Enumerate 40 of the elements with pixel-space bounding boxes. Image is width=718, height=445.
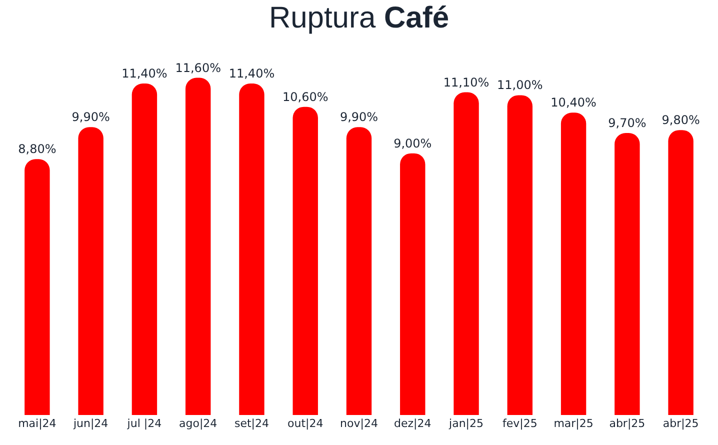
data-label: 11,40% (228, 66, 275, 81)
data-label: 10,40% (550, 96, 596, 110)
bar (346, 127, 372, 415)
bar (132, 84, 158, 415)
x-tick-label: nov|24 (340, 417, 378, 430)
x-tick-label: mai|24 (18, 417, 56, 430)
bar (614, 132, 640, 415)
x-tick-label: out|24 (288, 417, 324, 430)
bar (400, 153, 426, 415)
x-tick-label: abr|25 (662, 417, 699, 430)
bar (24, 159, 50, 415)
data-label: 9,90% (340, 110, 378, 124)
data-label: 11,10% (443, 75, 490, 90)
bar (78, 127, 104, 415)
x-tick-label: jan|25 (448, 417, 484, 430)
bar (668, 130, 694, 415)
bar (507, 95, 533, 415)
bar (185, 78, 211, 415)
x-tick-label: fev|25 (502, 417, 538, 430)
x-tick-label: abr|25 (609, 417, 646, 430)
data-label: 10,60% (282, 90, 328, 104)
data-label: 9,00% (394, 136, 432, 150)
x-tick-label: jun|24 (72, 417, 108, 430)
chart-title: Ruptura Café (268, 2, 450, 35)
bar (560, 112, 586, 415)
bar (454, 92, 479, 415)
x-tick-label: dez|24 (394, 417, 432, 430)
x-tick-label: ago|24 (179, 417, 218, 430)
data-label: 8,80% (18, 142, 56, 156)
x-tick-label: mar|25 (554, 417, 594, 430)
bar (239, 84, 264, 415)
x-tick-label: jul |24 (126, 417, 162, 430)
data-label: 9,90% (72, 110, 110, 124)
data-label: 11,40% (122, 66, 168, 81)
data-label: 11,60% (175, 60, 221, 75)
data-label: 9,70% (608, 116, 646, 130)
data-label: 9,80% (662, 113, 700, 128)
x-tick-label: set|24 (234, 417, 269, 430)
data-label: 11,00% (497, 78, 543, 92)
bar (292, 106, 318, 415)
